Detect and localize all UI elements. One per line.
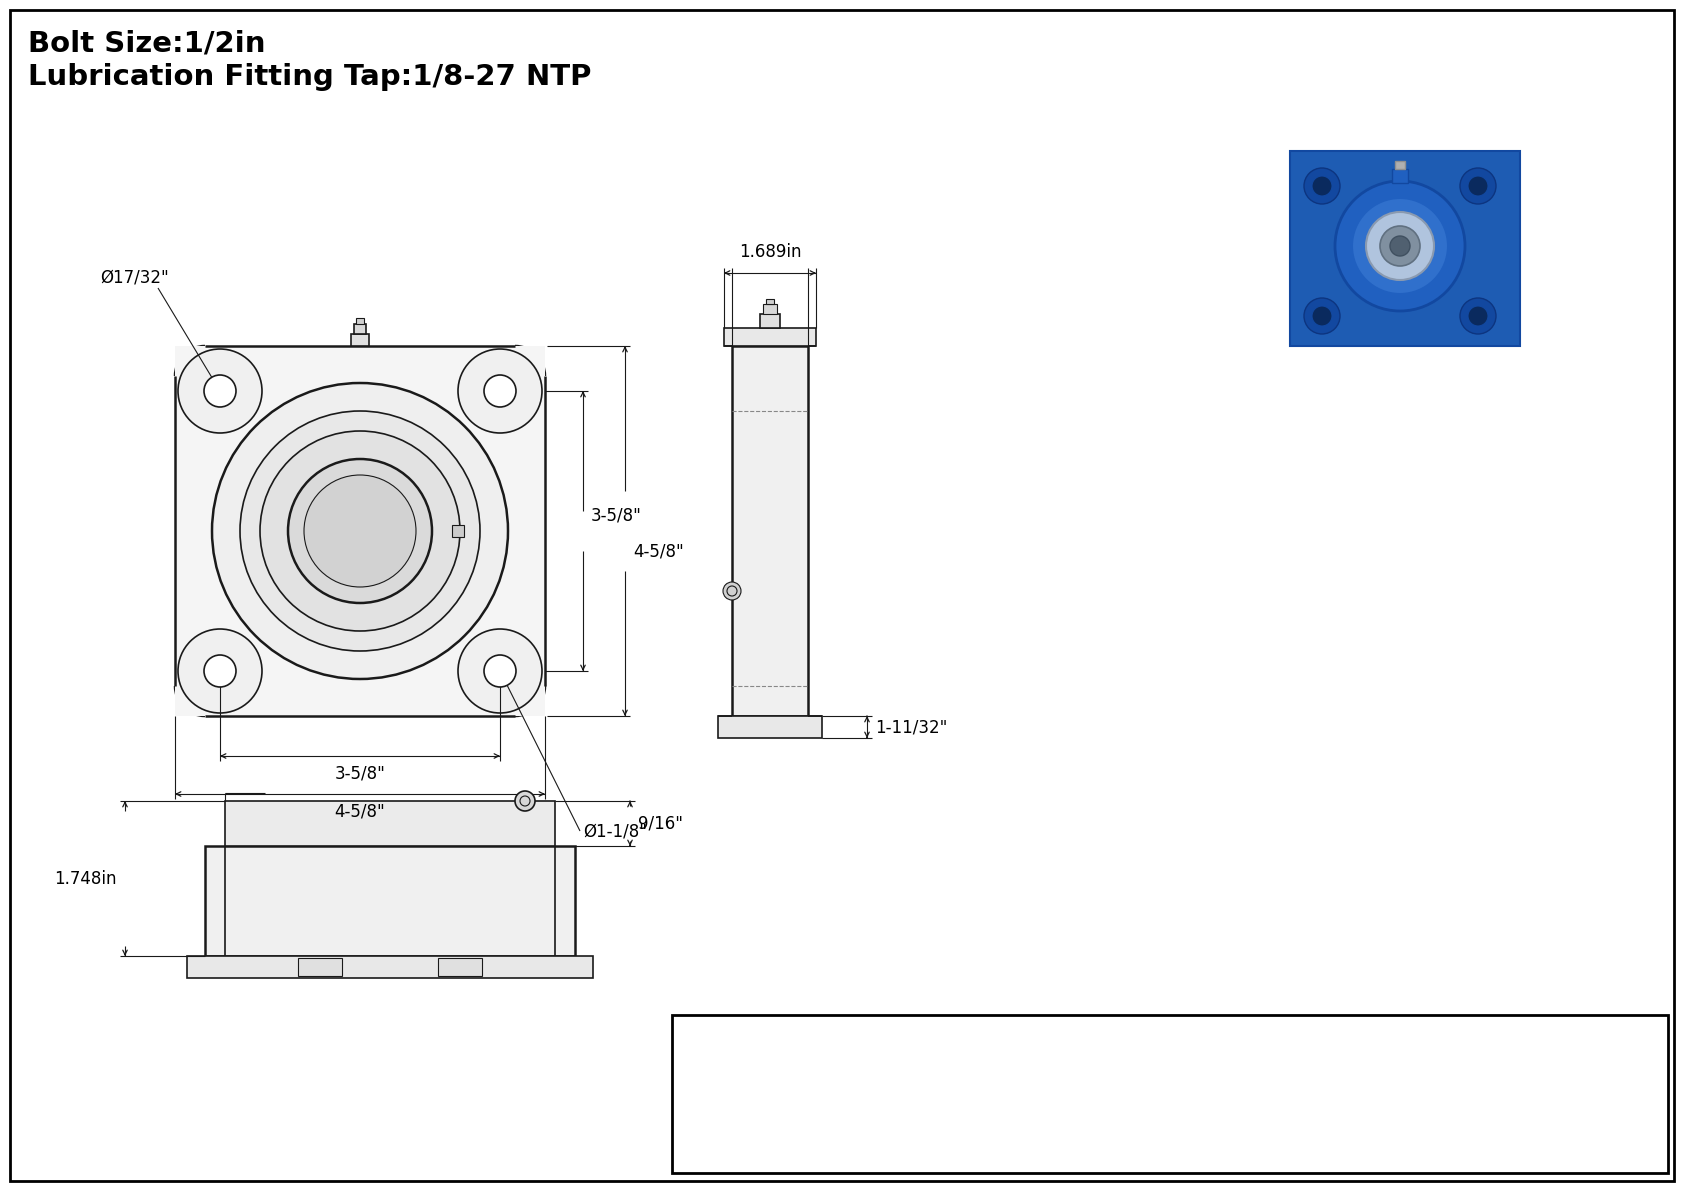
Bar [187,956,593,978]
Circle shape [483,655,515,687]
Bar [733,347,808,716]
Circle shape [305,475,416,587]
Circle shape [1389,236,1410,256]
Circle shape [1366,212,1435,280]
Bar [355,318,364,324]
Bar [226,802,556,846]
Circle shape [241,411,480,651]
Text: Ø17/32": Ø17/32" [99,268,168,286]
Text: Ø1-1/8": Ø1-1/8" [583,822,647,840]
Bar [438,958,482,975]
Bar [763,304,776,314]
Bar [350,333,369,347]
Circle shape [1468,176,1489,197]
Text: 1.748in: 1.748in [54,869,116,887]
Circle shape [212,384,509,679]
Text: 3-5/8": 3-5/8" [335,763,386,782]
Circle shape [458,629,542,713]
Text: SHANGHAI LILY BEARING LIMITED: SHANGHAI LILY BEARING LIMITED [1108,1035,1447,1053]
Circle shape [458,349,542,434]
Bar [354,324,365,333]
Text: Email: lilybearing@lily-bearing.com: Email: lilybearing@lily-bearing.com [1135,1067,1420,1083]
Circle shape [204,655,236,687]
Circle shape [1312,176,1332,197]
Bar [672,1015,1667,1173]
Circle shape [1352,198,1448,294]
Bar [717,716,822,738]
Polygon shape [1290,151,1521,347]
Circle shape [288,459,433,603]
Bar [766,299,775,304]
Circle shape [1312,306,1332,326]
Bar [759,314,780,328]
Text: 9/16": 9/16" [638,815,684,833]
Bar [175,347,546,716]
Bar [205,846,574,956]
Text: 1-11/32": 1-11/32" [876,718,948,736]
Circle shape [515,791,536,811]
Text: ®: ® [835,1016,854,1034]
Circle shape [1468,306,1489,326]
Text: 3-5/8": 3-5/8" [591,507,642,525]
Circle shape [179,349,263,434]
Bar [1393,169,1408,183]
Circle shape [179,629,263,713]
Bar [451,525,465,537]
Text: UCFX06-18: UCFX06-18 [1212,1111,1342,1131]
Circle shape [722,582,741,600]
Text: Bolt Size:1/2in: Bolt Size:1/2in [29,29,266,57]
Circle shape [1335,181,1465,311]
Circle shape [483,375,515,407]
Text: Lubrication Fitting Tap:1/8-27 NTP: Lubrication Fitting Tap:1/8-27 NTP [29,63,591,91]
Text: 1.689in: 1.689in [739,243,802,261]
Text: LILY: LILY [695,1022,864,1087]
Circle shape [1303,168,1340,204]
Bar [298,958,342,975]
Bar [1394,161,1404,169]
Text: 4-5/8": 4-5/8" [633,542,684,560]
Circle shape [259,431,460,631]
Circle shape [1379,226,1420,266]
Bar [724,328,817,347]
Text: Four-Bolt Flange Bearing Set Screw Locking: Four-Bolt Flange Bearing Set Screw Locki… [1103,1143,1452,1159]
Circle shape [1303,298,1340,333]
Circle shape [1460,168,1495,204]
Circle shape [1460,298,1495,333]
Circle shape [204,375,236,407]
Text: Part
Number: Part Number [746,1106,812,1149]
Text: 4-5/8": 4-5/8" [335,802,386,819]
